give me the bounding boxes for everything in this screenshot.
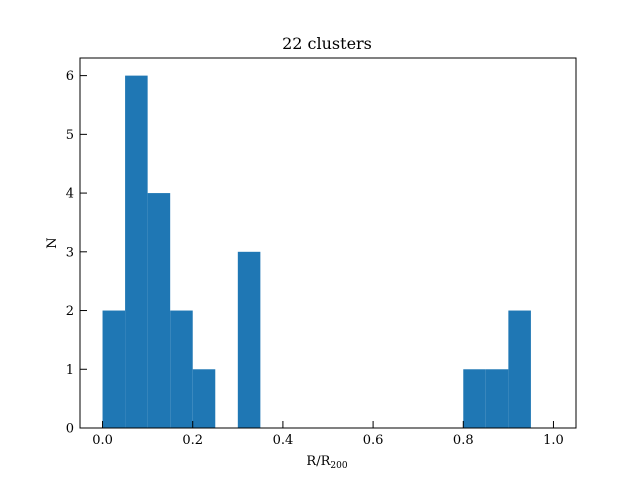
y-tick-label-1: 1	[66, 363, 74, 378]
plot-frame	[79, 57, 577, 429]
x-tick-label-1: 0.2	[182, 433, 203, 448]
x-tick-label-0: 0.0	[92, 433, 113, 448]
y-axis-label: N	[45, 237, 60, 248]
x-tick-label-5: 1.0	[543, 433, 564, 448]
histogram-bar-1	[125, 75, 148, 428]
y-tick-label-5: 5	[66, 128, 74, 143]
histogram-bar-0	[102, 310, 126, 428]
y-ticks-group: 0 1 2 3 4 5 6	[66, 69, 87, 437]
histogram-bar-2	[147, 193, 171, 428]
x-ticks-group: 0.0 0.2 0.4 0.6 0.8 1.0	[92, 421, 564, 448]
bars-group	[102, 75, 531, 428]
histogram-bar-6	[237, 251, 261, 428]
chart-title: 22 clusters	[282, 34, 372, 53]
y-tick-label-2: 2	[66, 304, 74, 319]
y-tick-label-3: 3	[66, 245, 74, 260]
x-tick-label-2: 0.4	[273, 433, 294, 448]
x-axis-label-main: R/R	[306, 454, 331, 469]
x-tick-label-3: 0.6	[363, 433, 384, 448]
x-axis-label-subscript: 200	[330, 461, 347, 471]
y-tick-label-6: 6	[66, 69, 74, 84]
histogram-bar-3	[170, 310, 193, 428]
y-tick-label-4: 4	[66, 187, 74, 202]
histogram-bar-17	[485, 369, 509, 428]
x-axis-label: R/R200	[306, 454, 347, 471]
histogram-bar-18	[508, 310, 531, 428]
x-tick-label-4: 0.8	[453, 433, 474, 448]
histogram-bar-4	[192, 369, 216, 428]
y-tick-label-0: 0	[66, 422, 74, 437]
histogram-bar-16	[463, 369, 486, 428]
